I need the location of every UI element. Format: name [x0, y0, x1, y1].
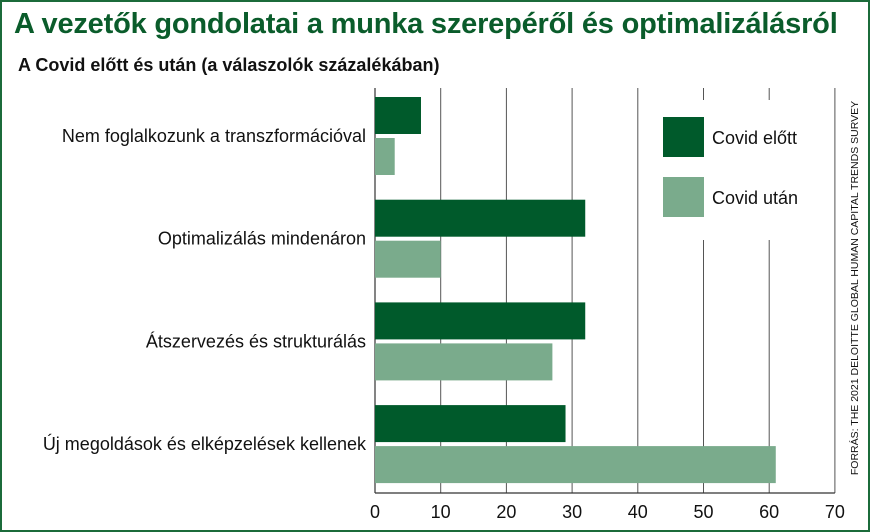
x-tick-20: 20	[496, 502, 516, 522]
x-tick-labels: 0 10 20 30 40 50 60 70	[370, 502, 845, 522]
chart-subtitle: A Covid előtt és után (a válaszolók száz…	[18, 55, 440, 75]
legend-swatch-after	[663, 177, 704, 217]
legend-label-after: Covid után	[712, 188, 798, 208]
x-tick-70: 70	[825, 502, 845, 522]
category-label-2: Optimalizálás mindenáron	[158, 229, 366, 249]
bar-before-4	[375, 405, 566, 443]
source-note: FORRÁS: THE 2021 DELOITTE GLOBAL HUMAN C…	[849, 100, 861, 476]
legend-swatch-before	[663, 117, 704, 157]
bar-after-1	[375, 138, 395, 175]
legend-label-before: Covid előtt	[712, 128, 797, 148]
legend: Covid előtt Covid után	[641, 100, 823, 240]
category-label-4: Új megoldások és elképzelések kellenek	[43, 433, 367, 454]
x-tick-30: 30	[562, 502, 582, 522]
category-label-3: Átszervezés és strukturálás	[146, 331, 366, 351]
x-tick-60: 60	[759, 502, 779, 522]
x-tick-0: 0	[370, 502, 380, 522]
bar-after-3	[375, 343, 553, 381]
x-tick-50: 50	[693, 502, 713, 522]
bar-before-1	[375, 97, 421, 134]
bar-after-4	[375, 446, 776, 484]
bar-before-2	[375, 199, 586, 237]
chart-title: A vezetők gondolatai a munka szerepéről …	[14, 8, 838, 40]
bar-before-3	[375, 302, 586, 340]
x-tick-10: 10	[431, 502, 451, 522]
x-tick-40: 40	[628, 502, 648, 522]
category-label-1: Nem foglalkozunk a transzformációval	[62, 126, 366, 146]
category-labels: Nem foglalkozunk a transzformációval Opti…	[43, 126, 367, 454]
bars	[375, 97, 776, 484]
bar-after-2	[375, 240, 441, 278]
